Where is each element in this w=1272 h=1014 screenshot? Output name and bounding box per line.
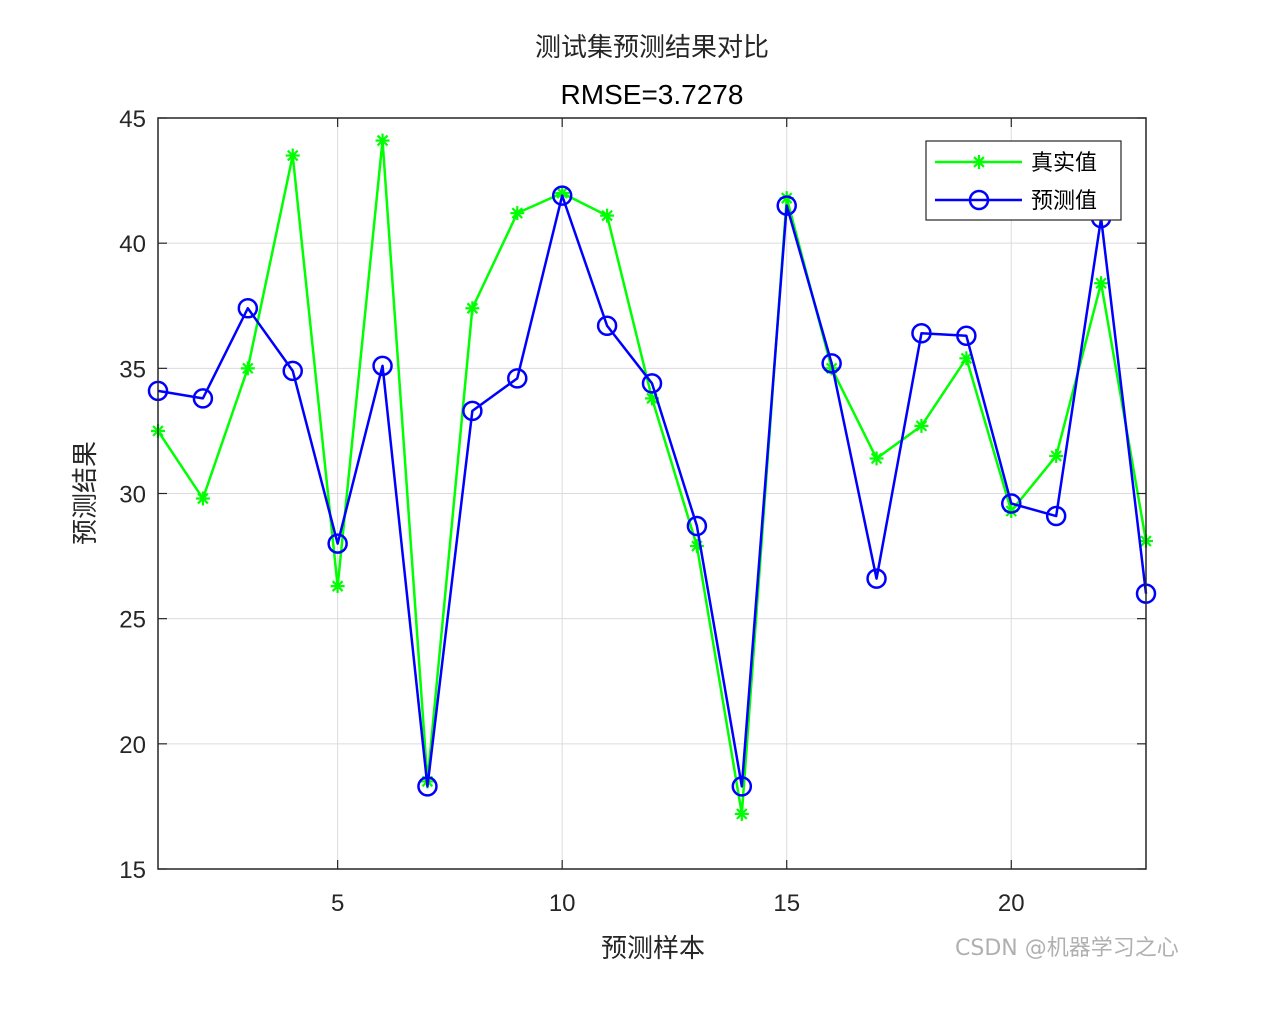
asterisk-stroke bbox=[915, 420, 928, 432]
asterisk-stroke bbox=[331, 580, 344, 592]
watermark-text: CSDN @机器学习之心 bbox=[955, 936, 1179, 961]
y-tick-label: 45 bbox=[119, 106, 146, 133]
asterisk-stroke bbox=[870, 452, 883, 465]
asterisk-stroke bbox=[1050, 450, 1062, 462]
plot-area: 5 10 15 20 15 20 25 30 35 40 45 bbox=[119, 106, 1157, 917]
data-point-pred bbox=[551, 185, 573, 206]
legend-label-true: 真实值 bbox=[1031, 151, 1097, 176]
y-tick-label: 40 bbox=[119, 231, 146, 258]
legend-marker-true bbox=[972, 155, 986, 169]
y-axis-label: 预测结果 bbox=[71, 441, 101, 545]
y-tick-label: 20 bbox=[119, 732, 146, 759]
data-point-pred bbox=[596, 315, 618, 337]
data-point-pred bbox=[192, 388, 214, 409]
data-point-true bbox=[375, 133, 390, 148]
data-point-true bbox=[1094, 276, 1109, 291]
asterisk-stroke bbox=[780, 192, 793, 204]
x-tick-label: 10 bbox=[549, 890, 576, 917]
asterisk-stroke bbox=[960, 352, 973, 365]
asterisk-stroke bbox=[736, 808, 748, 820]
data-point-true bbox=[465, 301, 480, 316]
data-point-pred bbox=[417, 776, 438, 797]
asterisk-stroke bbox=[511, 207, 524, 219]
data-point-true bbox=[330, 579, 345, 594]
asterisk-stroke bbox=[466, 302, 479, 314]
x-axis-label: 预测样本 bbox=[601, 934, 705, 964]
data-point-pred bbox=[327, 533, 348, 554]
asterisk-stroke bbox=[1005, 505, 1018, 517]
data-point-pred bbox=[507, 368, 528, 389]
data-point-true bbox=[600, 208, 615, 223]
asterisk-stroke bbox=[242, 362, 254, 375]
asterisk-stroke bbox=[973, 156, 985, 168]
data-point-pred bbox=[956, 325, 977, 347]
data-point-true bbox=[734, 806, 749, 821]
data-point-pred bbox=[866, 568, 887, 589]
data-point-true bbox=[869, 451, 884, 466]
data-point-pred bbox=[237, 298, 259, 319]
series-layer bbox=[147, 133, 1157, 821]
data-point-pred bbox=[686, 515, 708, 537]
x-tick-label: 20 bbox=[998, 890, 1025, 917]
legend-box bbox=[925, 140, 1122, 221]
ticks: 5 10 15 20 15 20 25 30 35 40 45 bbox=[119, 106, 1146, 917]
data-point-pred bbox=[282, 360, 303, 382]
data-point-pred bbox=[776, 195, 797, 216]
data-point-pred bbox=[731, 776, 753, 797]
asterisk-stroke bbox=[1095, 277, 1107, 289]
y-tick-label: 15 bbox=[119, 857, 146, 884]
asterisk-stroke bbox=[197, 492, 209, 505]
grid bbox=[158, 118, 1146, 869]
data-point-pred bbox=[372, 355, 393, 377]
data-point-true bbox=[914, 418, 929, 433]
data-point-pred bbox=[1001, 493, 1022, 514]
asterisk-stroke bbox=[601, 209, 613, 222]
legend-label-pred: 预测值 bbox=[1031, 189, 1097, 214]
data-point-pred bbox=[1045, 505, 1067, 527]
x-tick-label: 5 bbox=[331, 890, 344, 917]
y-tick-label: 25 bbox=[119, 607, 146, 634]
data-point-true bbox=[959, 351, 974, 366]
legend-asterisk bbox=[972, 155, 986, 169]
data-point-pred bbox=[911, 323, 932, 344]
data-point-pred bbox=[641, 373, 663, 394]
data-point-true bbox=[240, 361, 255, 376]
data-point-true bbox=[510, 206, 525, 221]
legend-marker-pred bbox=[968, 189, 990, 211]
data-point-pred bbox=[821, 353, 842, 374]
y-tick-label: 30 bbox=[119, 482, 146, 509]
asterisk-stroke bbox=[376, 134, 389, 147]
data-point-true bbox=[1049, 448, 1064, 463]
legend: 真实值 预测值 bbox=[925, 140, 1122, 221]
series-line-pred bbox=[157, 194, 1148, 788]
chart-subtitle: RMSE=3.7278 bbox=[561, 79, 744, 110]
data-point-pred bbox=[462, 400, 483, 422]
x-tick-label: 15 bbox=[773, 890, 800, 917]
chart-title: 测试集预测结果对比 bbox=[535, 33, 769, 63]
data-point-true bbox=[195, 491, 210, 506]
data-point-true bbox=[285, 148, 300, 163]
asterisk-stroke bbox=[286, 149, 299, 162]
y-tick-label: 35 bbox=[119, 356, 146, 383]
asterisk-stroke bbox=[556, 187, 568, 199]
